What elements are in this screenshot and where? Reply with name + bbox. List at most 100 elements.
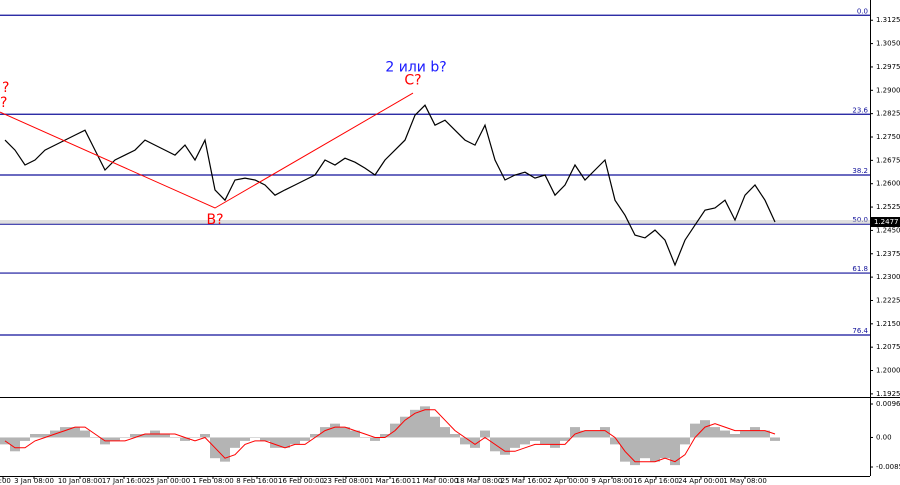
histogram-bar	[290, 437, 300, 445]
histogram-bar	[30, 434, 40, 438]
x-tick-label: 16 Apr 16:00	[633, 477, 679, 485]
histogram-bar	[110, 437, 120, 441]
x-tick-label: 3 Jan 08:00	[14, 477, 54, 485]
y-tick-label: 1.2225	[876, 296, 900, 304]
x-tick-label: 1 May 08:00	[723, 477, 767, 485]
wave-annotation: C?	[404, 72, 421, 88]
y-tick-label: 1.3125	[876, 16, 900, 24]
series-line	[4, 409, 776, 463]
histogram-bar	[190, 437, 200, 438]
histogram-bar	[630, 437, 640, 466]
histogram-bar	[480, 430, 490, 438]
histogram-bar	[730, 434, 740, 438]
y-tick-label: 1.3050	[876, 40, 900, 48]
x-tick-label: 9 Apr 08:00	[591, 477, 632, 485]
histogram-bar	[720, 430, 730, 438]
histogram-bar	[10, 437, 20, 452]
histogram-bar	[680, 437, 690, 445]
y-tick-label: 0.00968	[876, 400, 900, 408]
histogram-bar	[530, 437, 540, 441]
histogram-bar	[60, 427, 70, 438]
histogram-bar	[700, 420, 710, 438]
histogram-bar	[140, 434, 150, 438]
wave-line	[0, 92, 414, 209]
x-tick-label: 11 Mar 00:00	[412, 477, 459, 485]
histogram-bar	[70, 427, 80, 438]
y-tick-label: 1.2150	[876, 320, 900, 328]
y-tick-label: 1.2900	[876, 86, 900, 94]
histogram-bar	[330, 423, 340, 438]
histogram-bar	[240, 437, 250, 441]
histogram-bar	[520, 437, 530, 445]
y-tick-label: 1.1925	[876, 390, 900, 398]
fib-level-label: 61.8	[852, 265, 868, 273]
histogram-bar	[610, 437, 620, 445]
histogram-bar	[400, 416, 410, 438]
histogram-bar	[300, 437, 310, 441]
histogram-bar	[600, 427, 610, 438]
wave-annotation: 2 или b?	[385, 59, 446, 75]
histogram-bar	[750, 427, 760, 438]
histogram-bar	[570, 427, 580, 438]
x-tick-label: 2 Apr 00:00	[547, 477, 588, 485]
histogram-bar	[340, 427, 350, 438]
fib-level-label: 0.0	[857, 7, 868, 15]
histogram-bar	[260, 437, 270, 441]
histogram-bar	[740, 430, 750, 438]
y-tick-label: -0.00855	[876, 463, 900, 471]
histogram-bar	[350, 430, 360, 438]
histogram-bar	[540, 437, 550, 445]
histogram-bar	[380, 434, 390, 438]
x-tick-label: 16 Feb 00:00	[278, 477, 324, 485]
histogram-bar	[690, 423, 700, 438]
histogram-bar	[160, 434, 170, 438]
last-price-label: 1.2477	[874, 218, 899, 226]
x-tick-label: 17 Jan 16:00	[102, 477, 146, 485]
histogram-bar	[560, 437, 570, 441]
y-tick-label: 1.2300	[876, 273, 900, 281]
fib-level-label: 76.4	[852, 327, 868, 335]
histogram-bar	[80, 430, 90, 438]
histogram-bar	[710, 427, 720, 438]
x-tick-label: 25 Jan 00:00	[146, 477, 190, 485]
histogram-bar	[360, 437, 370, 438]
x-tick-label: 8 Feb 16:00	[236, 477, 277, 485]
histogram-bar	[230, 437, 240, 448]
y-tick-label: 1.2825	[876, 110, 900, 118]
histogram-bar	[770, 437, 780, 441]
histogram-bar	[650, 437, 660, 462]
y-tick-label: 1.2450	[876, 226, 900, 234]
fib-level-label: 23.6	[852, 106, 868, 114]
y-tick-label: 1.2375	[876, 250, 900, 258]
histogram-bar	[580, 430, 590, 438]
histogram-bar	[460, 437, 470, 445]
x-tick-label: 1 Mar 16:00	[369, 477, 411, 485]
histogram-bar	[250, 437, 260, 438]
fib-level-label: 38.2	[852, 167, 868, 175]
histogram-bar	[200, 434, 210, 438]
histogram-bar	[620, 437, 630, 462]
histogram-bar	[320, 427, 330, 438]
histogram-bar	[590, 430, 600, 438]
histogram-bar	[500, 437, 510, 455]
histogram-bar	[310, 434, 320, 438]
y-tick-label: 1.2075	[876, 343, 900, 351]
wave-annotation: ?	[2, 80, 9, 96]
series-line	[4, 104, 776, 267]
wave-annotation: ?	[0, 95, 7, 111]
y-tick-label: 1.2000	[876, 367, 900, 375]
wave-annotation: B?	[206, 212, 223, 228]
histogram-bar	[430, 416, 440, 438]
histogram-bar	[550, 437, 560, 448]
histogram-bar	[420, 406, 430, 438]
histogram-bar	[130, 434, 140, 438]
x-tick-label: 25 Mar 16:00	[501, 477, 548, 485]
histogram-bar	[220, 437, 230, 462]
x-tick-label: 23 Feb 08:00	[323, 477, 369, 485]
x-tick-label: 10 Jan 08:00	[58, 477, 102, 485]
x-tick-label: 24 Apr 00:00	[678, 477, 724, 485]
x-tick-label: 1 Feb 08:00	[192, 477, 233, 485]
y-tick-label: 1.2600	[876, 180, 900, 188]
histogram-bar	[280, 437, 290, 448]
